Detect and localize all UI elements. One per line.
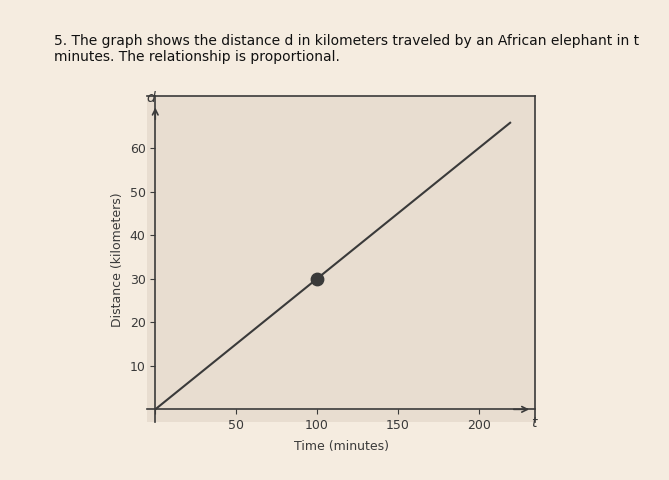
X-axis label: Time (minutes): Time (minutes) <box>294 440 389 454</box>
Text: t: t <box>531 416 537 430</box>
Text: 5. The graph shows the distance d in kilometers traveled by an African elephant : 5. The graph shows the distance d in kil… <box>54 34 639 64</box>
Point <box>312 275 322 283</box>
Text: d: d <box>146 91 155 105</box>
Y-axis label: Distance (kilometers): Distance (kilometers) <box>111 192 124 326</box>
